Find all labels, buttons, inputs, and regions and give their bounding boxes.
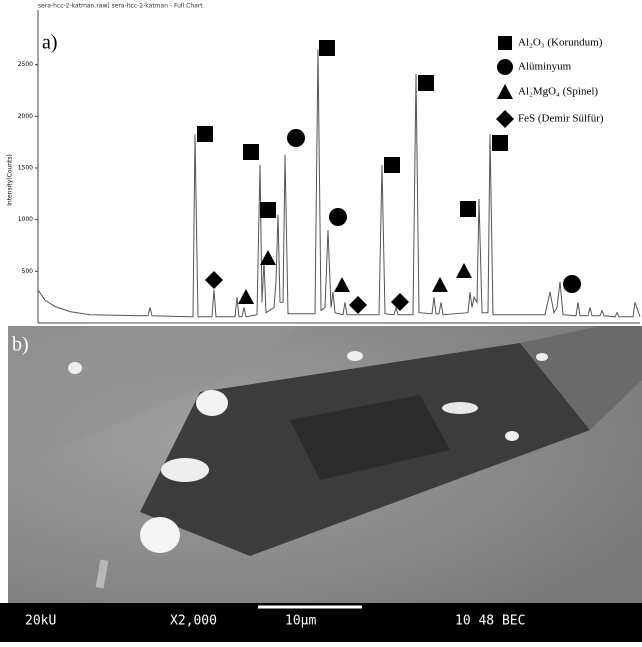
sem-voltage: 20kU	[25, 614, 56, 629]
sem-bright	[505, 431, 519, 441]
phase-marker	[492, 135, 508, 151]
legend-label: Alüminyum	[518, 61, 572, 73]
phase-marker	[563, 275, 581, 293]
phase-marker	[456, 263, 472, 278]
panel-label: b)	[12, 334, 29, 356]
phase-marker	[334, 277, 350, 292]
legend-diamond	[496, 110, 514, 128]
phase-marker	[349, 296, 367, 314]
sem-bright	[140, 517, 180, 553]
phase-marker	[260, 250, 276, 265]
sem-info-bar	[0, 603, 642, 642]
phase-marker	[319, 40, 335, 56]
phase-marker	[205, 271, 223, 289]
sem-region	[520, 326, 642, 430]
phase-marker	[384, 157, 400, 173]
y-axis-label: Intensity(Counts)	[7, 154, 14, 206]
xrd-line	[37, 49, 641, 318]
legend-triangle	[497, 84, 513, 99]
sem-region	[8, 326, 300, 470]
phase-marker	[460, 201, 476, 217]
phase-marker	[391, 293, 409, 311]
sem-feature	[95, 559, 109, 589]
sem-bright	[68, 362, 82, 374]
legend-circle	[497, 59, 513, 75]
sem-bright	[196, 390, 228, 416]
y-tick-label: 2500	[18, 61, 33, 68]
sem-bright	[347, 351, 363, 361]
sem-image: b) 20kU X2,000 10μm 10 48 BEC	[0, 326, 642, 642]
phase-marker	[197, 126, 213, 142]
panel-label: a)	[42, 32, 58, 54]
legend-label: Al₂MgO₄ (Spinel)	[518, 86, 598, 98]
phase-marker	[243, 144, 259, 160]
sem-magnification: X2,000	[170, 614, 217, 629]
phase-marker	[432, 277, 448, 292]
y-tick-label: 1000	[18, 216, 33, 223]
phase-marker	[329, 208, 347, 226]
chart-header: sera-hcc-2-katman.raw[ sera-hcc-2-katman…	[38, 3, 203, 10]
phase-marker	[238, 289, 254, 304]
sem-bright	[536, 353, 548, 361]
sem-info: 10 48 BEC	[455, 614, 525, 629]
legend: Al₂O₃ (Korundum) Alüminyum Al₂MgO₄ (Spin…	[496, 36, 604, 128]
sem-bright	[161, 458, 209, 482]
sem-scale: 10μm	[285, 614, 316, 629]
phase-marker	[418, 75, 434, 91]
legend-label: FeS (Demir Sülfür)	[518, 113, 604, 125]
y-tick-label: 2000	[18, 113, 33, 120]
sem-bright	[442, 402, 478, 414]
y-tick-label: 1500	[18, 165, 33, 172]
sem-dark-phase	[290, 395, 450, 480]
legend-label: Al₂O₃ (Korundum)	[518, 37, 603, 49]
legend-square	[498, 36, 512, 50]
phase-marker	[260, 202, 276, 218]
y-tick-label: 500	[22, 268, 34, 275]
phase-marker	[287, 129, 305, 147]
